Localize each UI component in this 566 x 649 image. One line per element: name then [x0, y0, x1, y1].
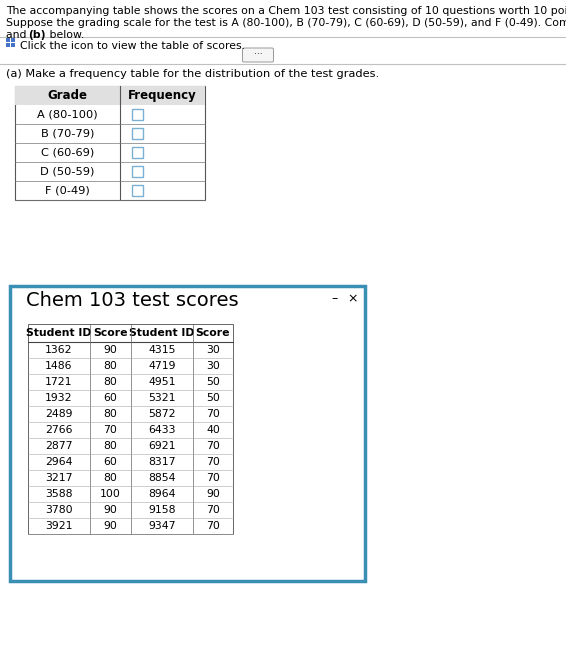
Text: Score: Score — [196, 328, 230, 338]
FancyBboxPatch shape — [242, 48, 273, 62]
Text: 3588: 3588 — [45, 489, 73, 499]
Text: 3780: 3780 — [45, 505, 73, 515]
Text: 3217: 3217 — [45, 473, 73, 483]
Text: 1932: 1932 — [45, 393, 73, 403]
Text: 90: 90 — [103, 521, 117, 531]
Bar — [132, 166, 143, 177]
Text: 70: 70 — [206, 457, 220, 467]
Text: 8854: 8854 — [148, 473, 176, 483]
Text: Chem 103 test scores: Chem 103 test scores — [26, 291, 239, 310]
Text: (b): (b) — [28, 30, 45, 40]
Text: The accompanying table shows the scores on a Chem 103 test consisting of 10 ques: The accompanying table shows the scores … — [6, 6, 566, 16]
Text: 5872: 5872 — [148, 409, 176, 419]
Text: 80: 80 — [103, 441, 117, 451]
Bar — [11, 38, 15, 42]
Bar — [10, 286, 365, 581]
Text: C (60-69): C (60-69) — [41, 147, 94, 158]
Text: 1486: 1486 — [45, 361, 73, 371]
Text: 70: 70 — [206, 505, 220, 515]
Text: 30: 30 — [206, 361, 220, 371]
Text: 80: 80 — [103, 377, 117, 387]
Text: 50: 50 — [206, 377, 220, 387]
Text: 90: 90 — [103, 505, 117, 515]
Text: 9347: 9347 — [148, 521, 176, 531]
Text: B (70-79): B (70-79) — [41, 129, 94, 138]
Text: 2877: 2877 — [45, 441, 73, 451]
Text: 60: 60 — [103, 393, 117, 403]
Text: 90: 90 — [206, 489, 220, 499]
Text: Suppose the grading scale for the test is A (80-100), B (70-79), C (60-69), D (5: Suppose the grading scale for the test i… — [6, 18, 566, 28]
Text: 60: 60 — [103, 457, 117, 467]
Text: F (0-49): F (0-49) — [45, 186, 90, 195]
Text: 80: 80 — [103, 473, 117, 483]
Bar — [11, 43, 15, 47]
Text: 9158: 9158 — [148, 505, 176, 515]
Text: A (80-100): A (80-100) — [37, 110, 98, 119]
Bar — [15, 86, 205, 105]
Text: 80: 80 — [103, 409, 117, 419]
Text: 8317: 8317 — [148, 457, 176, 467]
Text: Grade: Grade — [48, 89, 88, 102]
Text: and: and — [6, 30, 30, 40]
Text: 4719: 4719 — [148, 361, 176, 371]
Bar — [6, 38, 10, 42]
Text: 5321: 5321 — [148, 393, 176, 403]
Text: 40: 40 — [206, 425, 220, 435]
Text: Score: Score — [93, 328, 127, 338]
Bar — [132, 147, 143, 158]
Bar — [132, 109, 143, 120]
Text: Click the icon to view the table of scores.: Click the icon to view the table of scor… — [20, 41, 245, 51]
Text: 80: 80 — [103, 361, 117, 371]
Text: 70: 70 — [206, 521, 220, 531]
Text: 2766: 2766 — [45, 425, 73, 435]
Bar — [6, 43, 10, 47]
Text: 4951: 4951 — [148, 377, 176, 387]
Text: (a) Make a frequency table for the distribution of the test grades.: (a) Make a frequency table for the distr… — [6, 69, 379, 79]
Text: 50: 50 — [206, 393, 220, 403]
Text: Student ID: Student ID — [26, 328, 92, 338]
Text: 100: 100 — [100, 489, 121, 499]
Text: ×: × — [348, 293, 358, 306]
Text: Student ID: Student ID — [129, 328, 195, 338]
Text: 2964: 2964 — [45, 457, 73, 467]
Text: 4315: 4315 — [148, 345, 176, 355]
Text: 3921: 3921 — [45, 521, 73, 531]
Text: 6921: 6921 — [148, 441, 176, 451]
Text: below.: below. — [46, 30, 84, 40]
Text: 8964: 8964 — [148, 489, 176, 499]
Text: D (50-59): D (50-59) — [40, 167, 95, 177]
Text: –: – — [332, 293, 338, 306]
Bar — [28, 324, 233, 534]
Text: 70: 70 — [206, 409, 220, 419]
Text: 6433: 6433 — [148, 425, 176, 435]
Text: 1721: 1721 — [45, 377, 73, 387]
Text: 2489: 2489 — [45, 409, 73, 419]
Bar — [15, 86, 205, 200]
Text: 1362: 1362 — [45, 345, 73, 355]
Text: 70: 70 — [103, 425, 117, 435]
Bar — [132, 128, 143, 139]
Text: 90: 90 — [103, 345, 117, 355]
Text: ···: ··· — [254, 50, 262, 59]
Text: 70: 70 — [206, 441, 220, 451]
Text: 30: 30 — [206, 345, 220, 355]
Text: Frequency: Frequency — [128, 89, 197, 102]
Bar — [132, 185, 143, 196]
Text: 70: 70 — [206, 473, 220, 483]
